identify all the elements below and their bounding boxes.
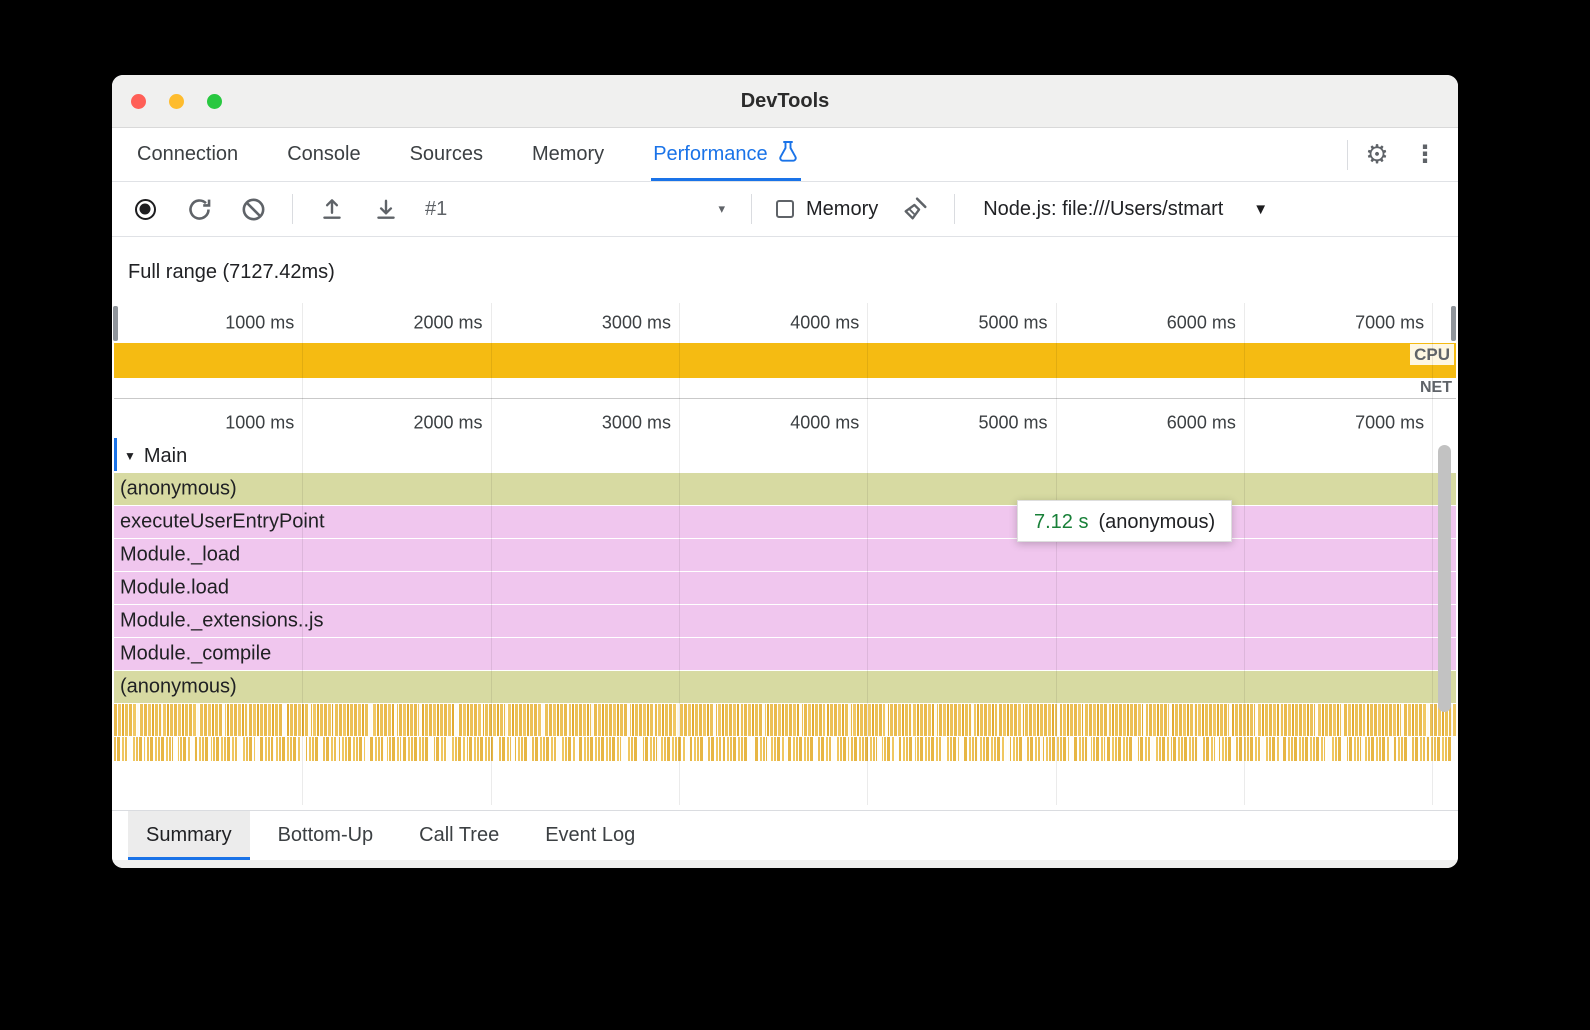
memory-checkbox[interactable] bbox=[776, 200, 794, 218]
reload-icon bbox=[188, 198, 210, 220]
flame-row-dense-frames-2[interactable] bbox=[114, 737, 1456, 770]
save-profile-button[interactable] bbox=[371, 194, 401, 224]
tab-console[interactable]: Console bbox=[287, 143, 361, 165]
flamechart-scrollbar[interactable] bbox=[1438, 445, 1451, 712]
load-profile-button[interactable] bbox=[317, 194, 347, 224]
ruler-tick: 1000 ms bbox=[225, 412, 295, 432]
tab-bottom-up[interactable]: Bottom-Up bbox=[277, 824, 374, 846]
js-vm-instance-value: Node.js: file:///Users/stmart bbox=[983, 197, 1224, 220]
upload-icon bbox=[323, 199, 341, 219]
ruler-tick: 4000 ms bbox=[790, 312, 860, 333]
flame-row-module-load[interactable]: Module.load bbox=[114, 572, 1456, 605]
zoom-window-button[interactable] bbox=[207, 94, 222, 109]
flame-tooltip: 7.12 s (anonymous) bbox=[1017, 500, 1233, 542]
overflow-menu-icon[interactable]: ⋮ bbox=[1413, 141, 1437, 168]
window-titlebar: DevTools bbox=[112, 75, 1458, 128]
record-button[interactable] bbox=[130, 194, 160, 224]
window-title: DevTools bbox=[740, 90, 830, 112]
overview-ruler[interactable]: 1000 ms 2000 ms 3000 ms 4000 ms 5000 ms … bbox=[114, 303, 1456, 343]
flamechart-ruler[interactable]: 1000 ms 2000 ms 3000 ms 4000 ms 5000 ms … bbox=[114, 405, 1456, 440]
flame-row-module-extensions-js[interactable]: Module._extensions..js bbox=[114, 605, 1456, 638]
ruler-tick: 5000 ms bbox=[978, 312, 1048, 333]
tab-summary[interactable]: Summary bbox=[128, 811, 250, 860]
ruler-tick: 7000 ms bbox=[1355, 312, 1425, 333]
memory-checkbox-label: Memory bbox=[806, 197, 879, 220]
tooltip-label: (anonymous) bbox=[1098, 511, 1216, 533]
settings-gear-icon[interactable]: ⚙ bbox=[1365, 139, 1389, 169]
ruler-tick: 6000 ms bbox=[1166, 312, 1236, 333]
flame-row-dense-frames-1[interactable] bbox=[114, 704, 1456, 737]
divider bbox=[954, 194, 956, 224]
ruler-tick: 2000 ms bbox=[413, 412, 483, 432]
tabbar-right-controls: ⚙ ⋮ bbox=[1347, 128, 1458, 181]
devtools-tabbar: Connection Console Sources Memory Perfor… bbox=[112, 128, 1458, 182]
track-main-header[interactable]: ▼ Main bbox=[114, 440, 1456, 473]
tab-connection[interactable]: Connection bbox=[137, 143, 239, 165]
tab-sources[interactable]: Sources bbox=[409, 143, 483, 165]
flame-row-module-load-underscore[interactable]: Module._load bbox=[114, 539, 1456, 572]
minimize-window-button[interactable] bbox=[169, 94, 184, 109]
net-track-label: NET bbox=[1420, 379, 1452, 396]
profile-history-value: #1 bbox=[425, 197, 448, 220]
dropdown-arrow-icon: ▼ bbox=[1253, 200, 1269, 218]
cpu-overview-track[interactable]: CPU bbox=[114, 343, 1456, 378]
flask-icon bbox=[777, 140, 799, 170]
tab-memory[interactable]: Memory bbox=[531, 143, 605, 165]
ruler-tick: 2000 ms bbox=[413, 312, 483, 333]
main-track-selection-indicator bbox=[114, 438, 117, 471]
chevron-down-icon: ▾ bbox=[718, 201, 725, 216]
ruler-tick: 1000 ms bbox=[225, 312, 295, 333]
ruler-tick: 7000 ms bbox=[1355, 412, 1425, 432]
ruler-tick: 3000 ms bbox=[601, 412, 671, 432]
window-footer-strip bbox=[112, 860, 1458, 868]
collect-garbage-button[interactable] bbox=[900, 194, 930, 224]
range-handle-left[interactable] bbox=[113, 306, 118, 341]
flame-row-module-compile[interactable]: Module._compile bbox=[114, 638, 1456, 671]
reload-and-record-button[interactable] bbox=[184, 194, 214, 224]
flame-row-anonymous-1[interactable]: (anonymous) bbox=[114, 473, 1456, 506]
flame-row-anonymous-2[interactable]: (anonymous) bbox=[114, 671, 1456, 704]
track-main-label: Main bbox=[143, 444, 188, 467]
ruler-tick: 3000 ms bbox=[601, 312, 671, 333]
profile-history-select[interactable]: #1 ▾ bbox=[425, 198, 725, 221]
devtools-window: DevTools Connection Console Sources Memo… bbox=[112, 75, 1458, 868]
tooltip-duration: 7.12 s bbox=[1034, 511, 1089, 533]
full-range-label: Full range (7127.42ms) bbox=[128, 261, 335, 283]
memory-checkbox-group: Memory bbox=[776, 198, 878, 221]
tab-performance[interactable]: Performance bbox=[651, 128, 801, 181]
clear-button[interactable] bbox=[238, 194, 268, 224]
js-vm-instance-select[interactable]: Node.js: file:///Users/stmart ▼ bbox=[983, 198, 1268, 221]
disclosure-triangle-icon[interactable]: ▼ bbox=[124, 449, 136, 463]
ruler-tick: 6000 ms bbox=[1166, 412, 1236, 432]
performance-toolbar: #1 ▾ Memory Node.js: file:///Users/stmar… bbox=[112, 182, 1458, 237]
cpu-track-label: CPU bbox=[1410, 344, 1454, 365]
divider bbox=[1347, 139, 1348, 170]
divider bbox=[751, 194, 752, 224]
ruler-tick: 5000 ms bbox=[978, 412, 1048, 432]
range-handle-right[interactable] bbox=[1451, 306, 1456, 341]
flame-row-executeuserentrypoint[interactable]: executeUserEntryPoint bbox=[114, 506, 1456, 539]
divider bbox=[292, 194, 293, 224]
flame-chart[interactable]: ▼ Main (anonymous) executeUserEntryPoint… bbox=[114, 440, 1456, 805]
traffic-lights bbox=[131, 94, 222, 109]
clear-icon bbox=[242, 198, 264, 220]
drawer-tabbar: Summary Bottom-Up Call Tree Event Log bbox=[112, 810, 1458, 860]
tab-event-log[interactable]: Event Log bbox=[545, 824, 636, 846]
net-overview-track[interactable]: NET bbox=[114, 378, 1456, 399]
record-icon bbox=[134, 198, 156, 220]
download-icon bbox=[377, 199, 395, 219]
ruler-tick: 4000 ms bbox=[790, 412, 860, 432]
garbage-collect-broom-icon bbox=[904, 197, 927, 220]
tab-call-tree[interactable]: Call Tree bbox=[419, 824, 500, 846]
close-window-button[interactable] bbox=[131, 94, 146, 109]
